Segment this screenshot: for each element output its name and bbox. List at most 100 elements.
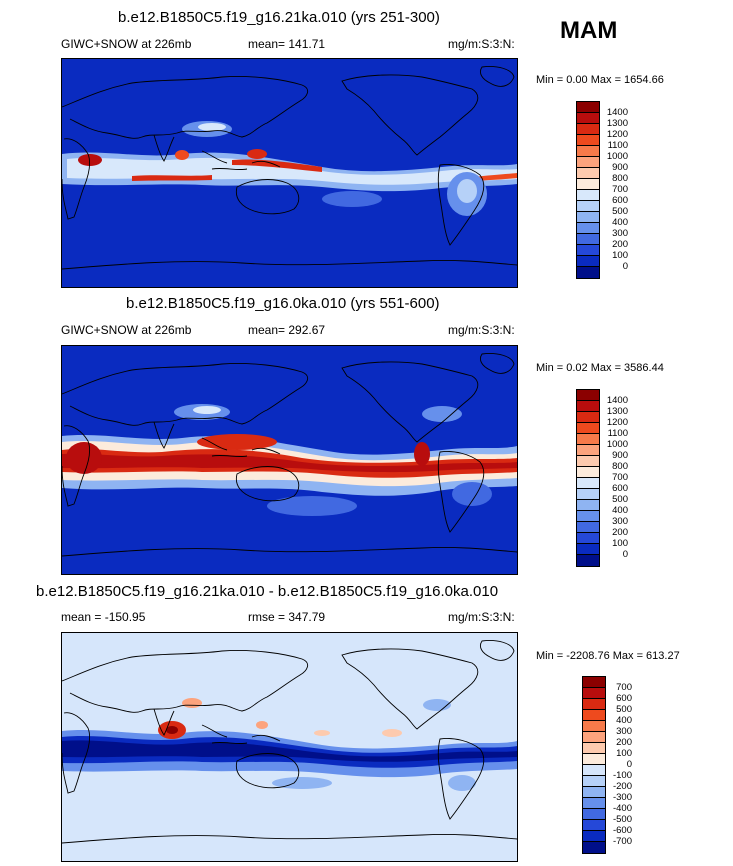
colorbar-box (577, 533, 599, 544)
colorbar-tick-label: -200 (612, 781, 632, 792)
colorbar-box (583, 776, 605, 787)
colorbar-tick-label: 900 (612, 450, 628, 461)
colorbar-tick-label: 300 (612, 228, 628, 239)
colorbar-tick-label: 1100 (607, 428, 628, 439)
colorbar-box (583, 721, 605, 732)
colorbar-box (583, 732, 605, 743)
colorbar-box (577, 245, 599, 256)
colorbar-box (577, 146, 599, 157)
panel-2-map-svg (62, 346, 517, 574)
colorbar-tick-label: 600 (612, 195, 628, 206)
colorbar-box (577, 489, 599, 500)
panel-1-coastlines (62, 66, 517, 270)
colorbar-box (577, 234, 599, 245)
colorbar-tick-label: 300 (612, 516, 628, 527)
panel-2-map (61, 345, 518, 575)
colorbar-box (577, 179, 599, 190)
panel-3-coastlines (62, 640, 517, 844)
colorbar-tick-label: 900 (612, 162, 628, 173)
panel-3-map (61, 632, 518, 862)
colorbar-tick-label: 100 (616, 748, 632, 759)
colorbar-box (577, 555, 599, 566)
colorbar-tick-label: 1000 (606, 151, 628, 162)
colorbar-tick-label: 800 (612, 173, 628, 184)
colorbar-tick-label: 0 (626, 759, 632, 770)
colorbar-tick-label: -100 (612, 770, 632, 781)
panel-1-minmax: Min = 0.00 Max = 1654.66 (536, 74, 664, 86)
panel-3-colorbar (582, 676, 606, 854)
colorbar-tick-label: 1200 (606, 129, 628, 140)
colorbar-tick-label: 1300 (606, 118, 628, 129)
colorbar-tick-label: 400 (616, 715, 632, 726)
colorbar-box (583, 809, 605, 820)
colorbar-box (583, 842, 605, 853)
colorbar-box (577, 423, 599, 434)
panel-1-map (61, 58, 518, 288)
colorbar-box (577, 157, 599, 168)
colorbar-box (577, 401, 599, 412)
panel-1-map-svg (62, 59, 517, 287)
colorbar-tick-label: 1100 (607, 140, 628, 151)
colorbar-tick-label: 200 (612, 239, 628, 250)
panel-2-coastlines (62, 353, 517, 557)
colorbar-tick-label: 0 (622, 261, 628, 272)
colorbar-box (577, 135, 599, 146)
colorbar-box (577, 445, 599, 456)
colorbar-box (577, 390, 599, 401)
colorbar-tick-label: 0 (622, 549, 628, 560)
panel-3-minmax: Min = -2208.76 Max = 613.27 (536, 650, 680, 662)
colorbar-tick-label: 800 (612, 461, 628, 472)
colorbar-box (577, 544, 599, 555)
colorbar-tick-label: 400 (612, 505, 628, 516)
colorbar-box (577, 168, 599, 179)
colorbar-tick-label: 200 (616, 737, 632, 748)
colorbar-tick-label: 200 (612, 527, 628, 538)
colorbar-tick-label: -400 (612, 803, 632, 814)
panel-2-colorbar (576, 389, 600, 567)
colorbar-tick-label: 700 (612, 472, 628, 483)
colorbar-box (577, 124, 599, 135)
colorbar-box (583, 710, 605, 721)
colorbar-tick-label: 700 (616, 682, 632, 693)
colorbar-box (577, 434, 599, 445)
colorbar-box (577, 467, 599, 478)
colorbar-box (577, 256, 599, 267)
colorbar-box (583, 787, 605, 798)
panel-1-field (62, 121, 517, 216)
colorbar-box (577, 522, 599, 533)
colorbar-tick-label: -300 (612, 792, 632, 803)
colorbar-tick-label: 500 (612, 206, 628, 217)
panel-2-units-label: mg/m:S:3:N: (448, 323, 515, 337)
colorbar-box (583, 688, 605, 699)
panel-1-variable-label: GIWC+SNOW at 226mb (61, 37, 192, 51)
panel-2-variable-label: GIWC+SNOW at 226mb (61, 323, 192, 337)
colorbar-box (577, 500, 599, 511)
colorbar-box (577, 412, 599, 423)
panel-2-field (62, 404, 517, 516)
colorbar-box (583, 699, 605, 710)
colorbar-tick-label: 300 (616, 726, 632, 737)
colorbar-tick-label: 100 (612, 250, 628, 261)
colorbar-tick-label: -500 (612, 814, 632, 825)
colorbar-tick-label: -700 (612, 836, 632, 847)
season-label: MAM (560, 17, 618, 44)
colorbar-tick-label: 500 (612, 494, 628, 505)
panel-3-mean-label: mean = -150.95 (61, 610, 146, 624)
panel-1-mean-label: mean= 141.71 (248, 37, 326, 51)
panel-3-rmse-label: rmse = 347.79 (248, 610, 326, 624)
panel-1-colorbar (576, 101, 600, 279)
panel-3-title: b.e12.B1850C5.f19_g16.21ka.010 - b.e12.B… (36, 583, 499, 600)
colorbar-tick-label: -600 (612, 825, 632, 836)
panel-2-mean-label: mean= 292.67 (248, 323, 326, 337)
panel-3-field (62, 698, 517, 791)
panel-2-title: b.e12.B1850C5.f19_g16.0ka.010 (yrs 551-6… (126, 295, 440, 312)
colorbar-box (577, 201, 599, 212)
colorbar-box (577, 478, 599, 489)
colorbar-box (583, 743, 605, 754)
colorbar-tick-label: 400 (612, 217, 628, 228)
colorbar-box (577, 511, 599, 522)
colorbar-box (583, 831, 605, 842)
colorbar-box (583, 820, 605, 831)
colorbar-tick-label: 1400 (606, 107, 628, 118)
colorbar-tick-label: 1200 (606, 417, 628, 428)
